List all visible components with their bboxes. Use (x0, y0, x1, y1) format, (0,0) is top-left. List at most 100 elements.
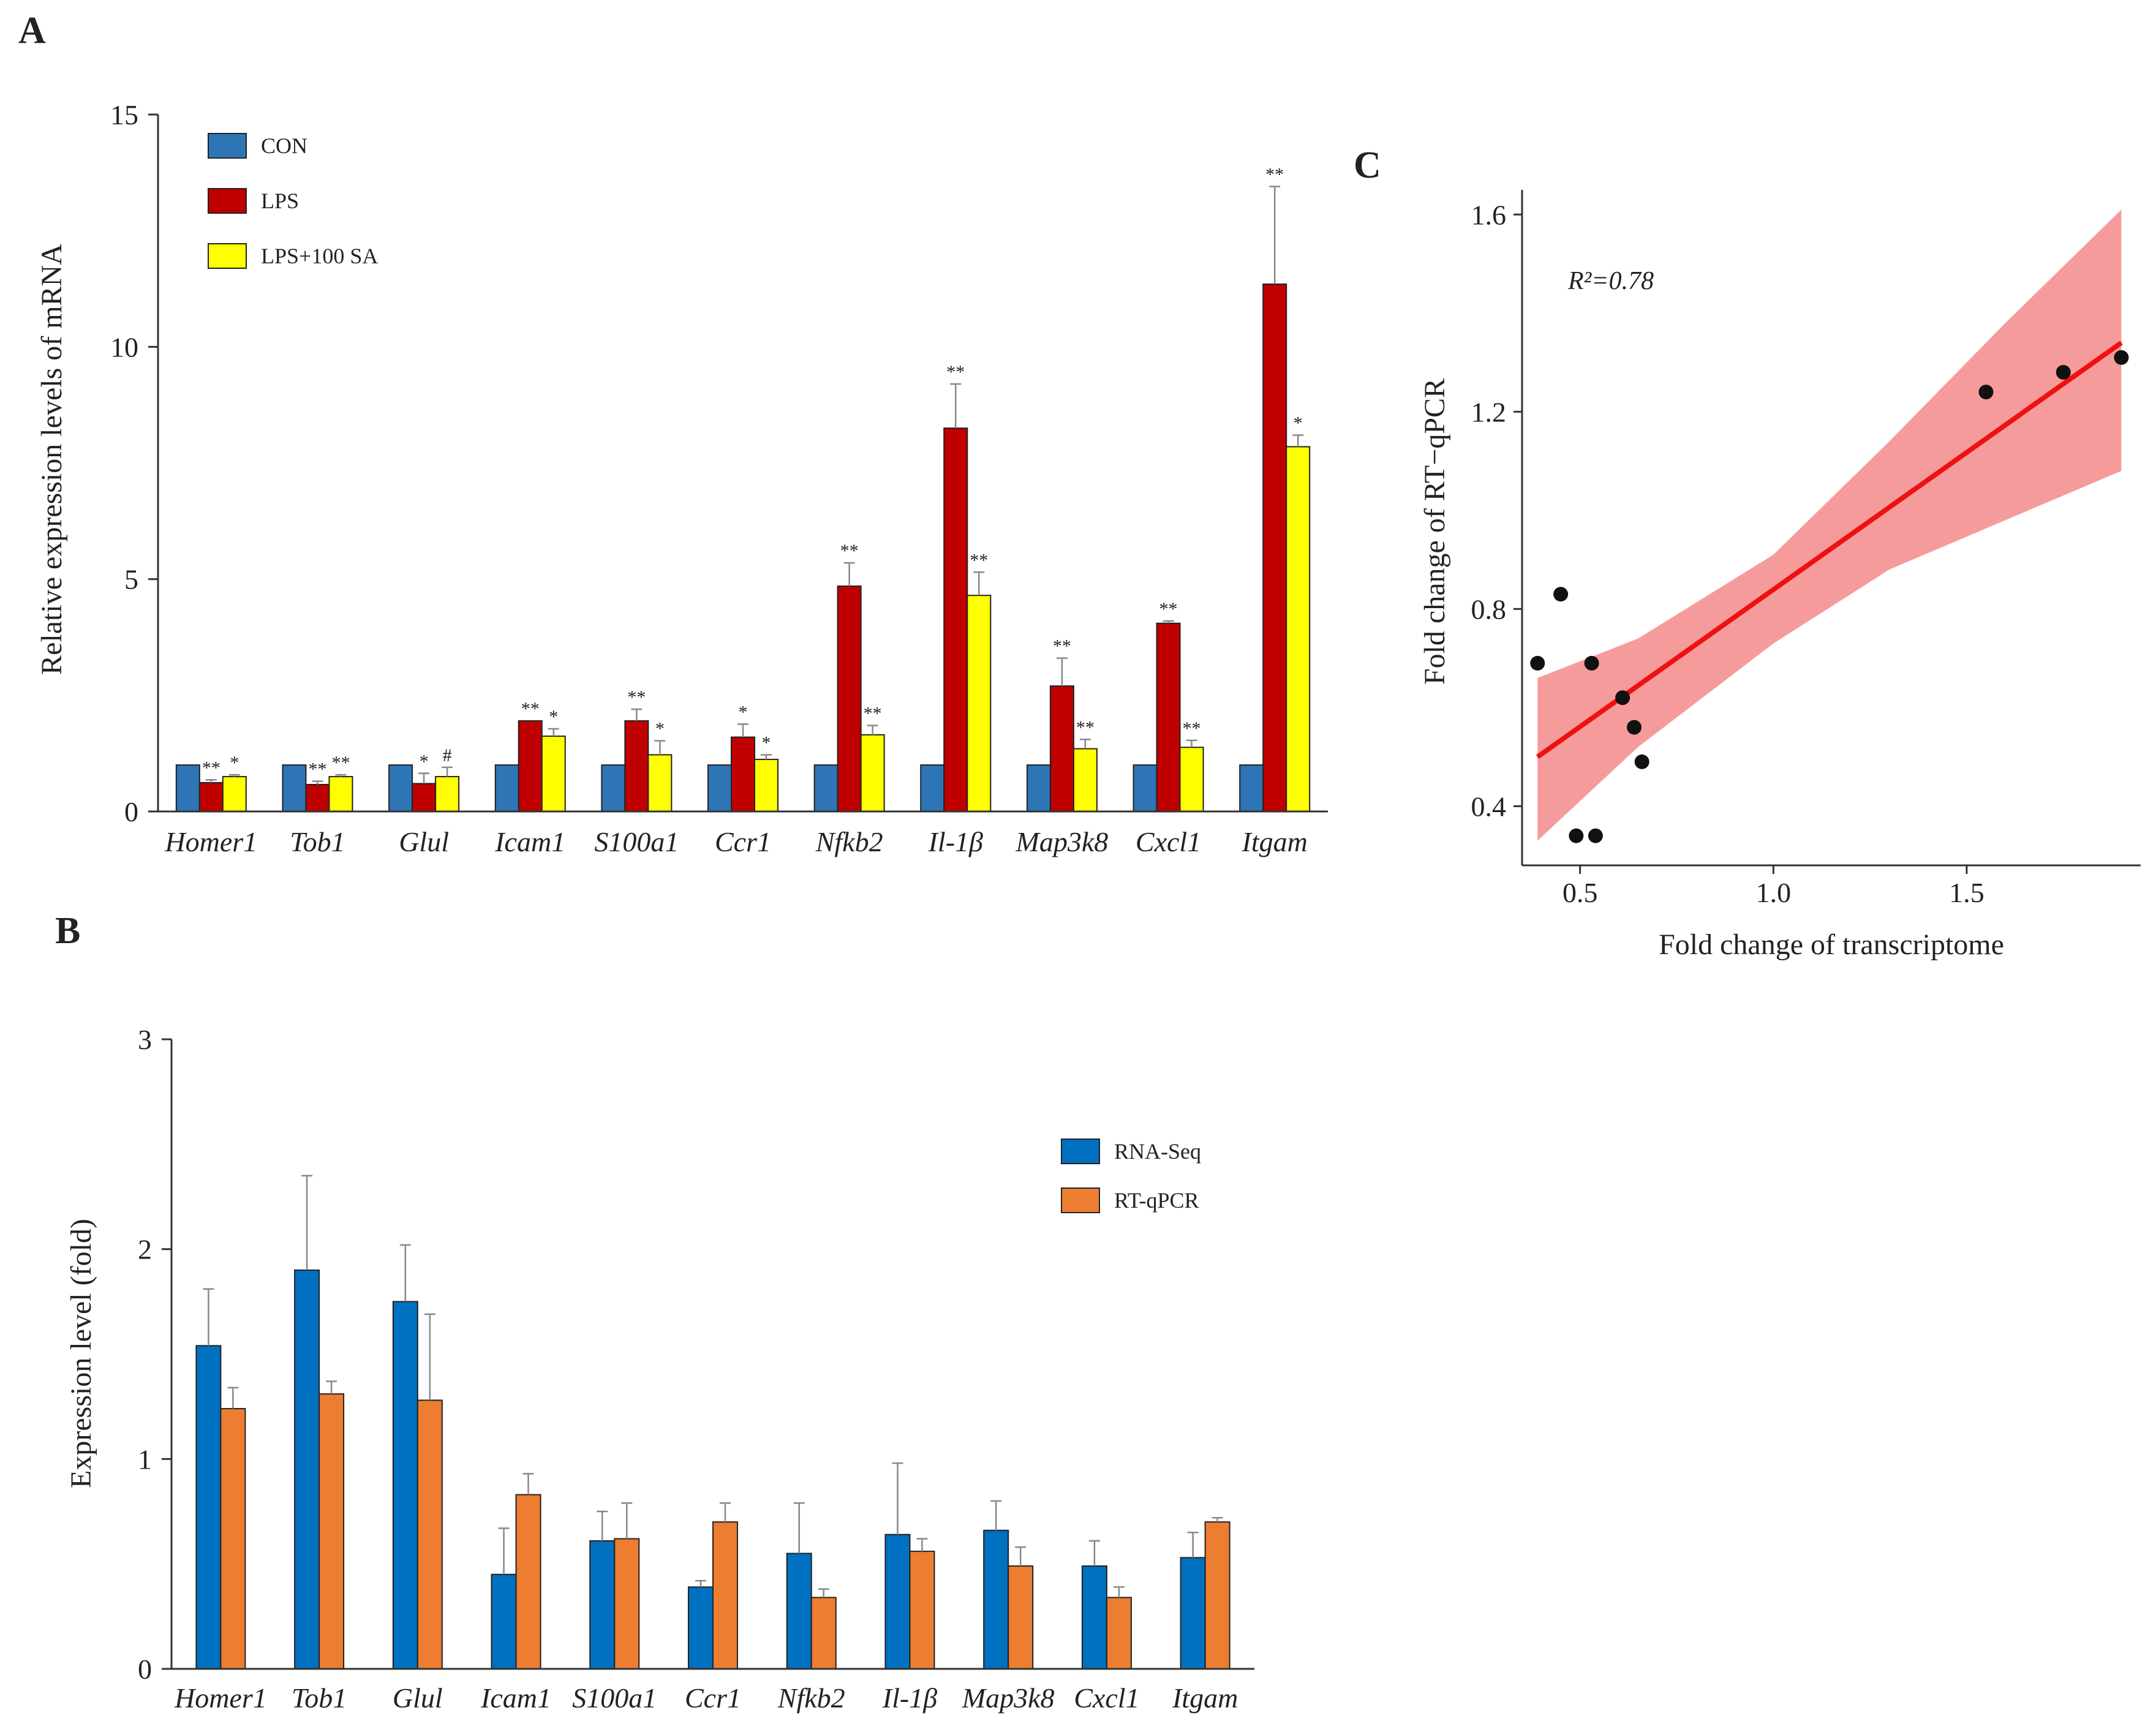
chart-a-significance-mark: * (655, 719, 665, 739)
chart-c-point (1627, 720, 1642, 735)
chart-a-category-label: S100a1 (594, 826, 679, 857)
chart-a-bar (624, 720, 649, 813)
chart-a-bar (541, 736, 566, 812)
chart-a-significance-mark: * (230, 753, 239, 773)
chart-b-legend-label: RNA-Seq (1114, 1139, 1201, 1164)
chart-b-y-axis-label: Expression level (fold) (65, 1219, 97, 1488)
chart-a-significance-mark: ** (1183, 718, 1201, 739)
chart-c-point (1615, 690, 1630, 706)
chart-b-bar (1106, 1597, 1132, 1670)
chart-b-category-label: Il-1β (882, 1682, 937, 1714)
chart-a-bar (222, 776, 247, 812)
chart-b-bar (1180, 1557, 1206, 1670)
chart-a-bar (282, 764, 307, 812)
chart-a-legend-label: LPS (261, 189, 299, 213)
chart-a-bar (328, 776, 353, 812)
chart-c-y-tick-label: 1.2 (1471, 396, 1507, 427)
chart-a-bar (837, 585, 862, 813)
chart-c: 0.5 1.0 1.5 0.4 0.8 1.2 1.6 R²=0.78 Fold chang… (1419, 190, 2141, 961)
chart-b-bar (195, 1345, 222, 1669)
chart-b-bar (909, 1551, 935, 1670)
chart-b-bar (983, 1529, 1009, 1670)
chart-a-bar (731, 736, 755, 812)
chart-b-bar (884, 1534, 911, 1670)
chart-c-point (1553, 587, 1569, 602)
chart-b-category-label: Map3k8 (962, 1682, 1055, 1714)
chart-a-bar (435, 776, 460, 812)
chart-a-bar (860, 734, 885, 812)
chart-a-significance-mark: ** (864, 704, 882, 724)
chart-a-bar (601, 764, 626, 812)
chart-a-significance-mark: ** (308, 759, 326, 780)
chart-a-bar (412, 783, 437, 812)
chart-a-significance-mark: * (762, 732, 771, 753)
chart-a-significance-mark: ** (521, 699, 540, 719)
chart-a-bar (1049, 685, 1074, 813)
chart-a-bar (1072, 748, 1098, 812)
chart-b-y-tick-label: 0 (138, 1654, 152, 1685)
chart-a-category-label: Tob1 (290, 826, 345, 857)
chart-b-category-label: Itgam (1172, 1682, 1238, 1714)
chart-b-legend-swatch (1061, 1187, 1100, 1213)
chart-a-category-label: Il-1β (928, 826, 983, 857)
chart-c-confidence-band (1537, 209, 2122, 841)
chart-a-bar (943, 427, 968, 812)
chart-b-y-tick-label: 3 (138, 1024, 152, 1055)
chart-a-bar (175, 764, 200, 812)
chart-b-bar (515, 1494, 541, 1669)
chart-a-y-tick-label: 10 (110, 331, 138, 363)
chart-a-legend-swatch (208, 243, 247, 269)
chart-c-point (1530, 655, 1545, 671)
chart-a-significance-mark: ** (202, 758, 221, 778)
chart-b-category-label: Homer1 (174, 1682, 267, 1714)
chart-a-bar (920, 764, 945, 812)
chart-a-y-tick-label: 5 (124, 564, 138, 595)
chart-a: ** * ** ** * #** ************************* 051… (36, 99, 1328, 857)
chart-a-significance-mark: ** (1159, 599, 1178, 619)
chart-c-y-tick-label: 1.6 (1471, 199, 1507, 230)
chart-c-x-tick-label: 0.5 (1562, 877, 1598, 908)
chart-b-bar (810, 1597, 837, 1670)
chart-c-y-axis-label: Fold change of RT−qPCR (1419, 378, 1451, 685)
chart-c-point (1584, 655, 1599, 671)
chart-b: 0 1 2 3 Homer1 Tob1 Glul Icam1 S100a1 Ccr1 Nfkb2 Il… (65, 1024, 1254, 1714)
chart-a-category-label: Cxcl1 (1136, 826, 1201, 857)
chart-b-bar (614, 1538, 640, 1669)
chart-a-bar (305, 783, 330, 812)
chart-a-legend-swatch (208, 133, 247, 159)
chart-c-x-tick-label: 1.5 (1949, 877, 1985, 908)
chart-b-bar (318, 1393, 345, 1670)
chart-a-bar (518, 720, 543, 813)
chart-b-bar (1204, 1521, 1231, 1669)
chart-b-bar (392, 1301, 418, 1669)
chart-a-significance-mark: ** (840, 541, 859, 561)
chart-a-significance-mark: ** (946, 362, 965, 382)
chart-a-legend-swatch (208, 188, 247, 214)
chart-a-significance-mark: * (420, 751, 429, 772)
chart-b-category-label: Glul (393, 1682, 443, 1714)
chart-b-bar (786, 1552, 812, 1670)
chart-c-y-tick-label: 0.4 (1471, 791, 1507, 822)
chart-b-category-label: Ccr1 (685, 1682, 741, 1714)
chart-b-bar (1008, 1565, 1034, 1669)
chart-a-bar (1262, 283, 1287, 812)
chart-b-bar (417, 1399, 443, 1670)
chart-a-y-tick-label: 15 (110, 99, 138, 130)
chart-a-bar (707, 764, 732, 812)
chart-a-category-label: Ccr1 (715, 826, 771, 857)
chart-a-significance-mark: ** (1053, 636, 1071, 657)
panel-label-c: C (1354, 145, 1381, 186)
chart-a-legend-label: CON (261, 134, 307, 158)
chart-a-bar (1133, 764, 1158, 812)
chart-a-y-axis-label: Relative expression levels of mRNA (36, 244, 68, 675)
chart-c-point (1588, 828, 1603, 843)
chart-b-bar (1081, 1565, 1107, 1669)
chart-a-bar (1239, 764, 1264, 812)
chart-b-category-label: Cxcl1 (1074, 1682, 1139, 1714)
chart-a-bar (494, 764, 519, 812)
chart-a-bar (198, 781, 224, 812)
chart-a-category-label: Map3k8 (1016, 826, 1109, 857)
chart-a-category-label: Icam1 (494, 826, 565, 857)
chart-c-point (1634, 754, 1649, 769)
